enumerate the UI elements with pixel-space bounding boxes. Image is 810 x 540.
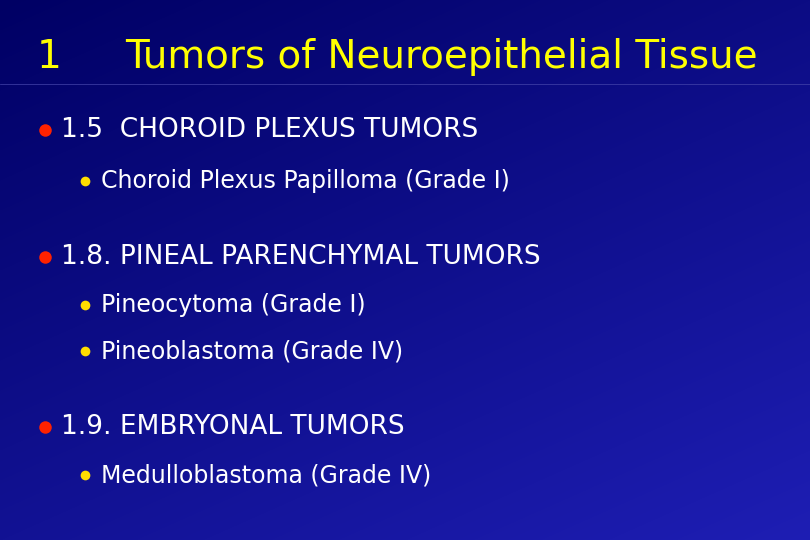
Text: Pineocytoma (Grade I): Pineocytoma (Grade I)	[101, 293, 366, 317]
Text: Choroid Plexus Papilloma (Grade I): Choroid Plexus Papilloma (Grade I)	[101, 169, 510, 193]
Text: Medulloblastoma (Grade IV): Medulloblastoma (Grade IV)	[101, 463, 432, 487]
Text: 1: 1	[36, 38, 62, 76]
Text: 1.5  CHOROID PLEXUS TUMORS: 1.5 CHOROID PLEXUS TUMORS	[61, 117, 478, 143]
Text: Pineoblastoma (Grade IV): Pineoblastoma (Grade IV)	[101, 339, 403, 363]
Text: 1.9. EMBRYONAL TUMORS: 1.9. EMBRYONAL TUMORS	[61, 414, 404, 440]
Text: 1.8. PINEAL PARENCHYMAL TUMORS: 1.8. PINEAL PARENCHYMAL TUMORS	[61, 244, 540, 269]
Text: Tumors of Neuroepithelial Tissue: Tumors of Neuroepithelial Tissue	[126, 38, 758, 76]
